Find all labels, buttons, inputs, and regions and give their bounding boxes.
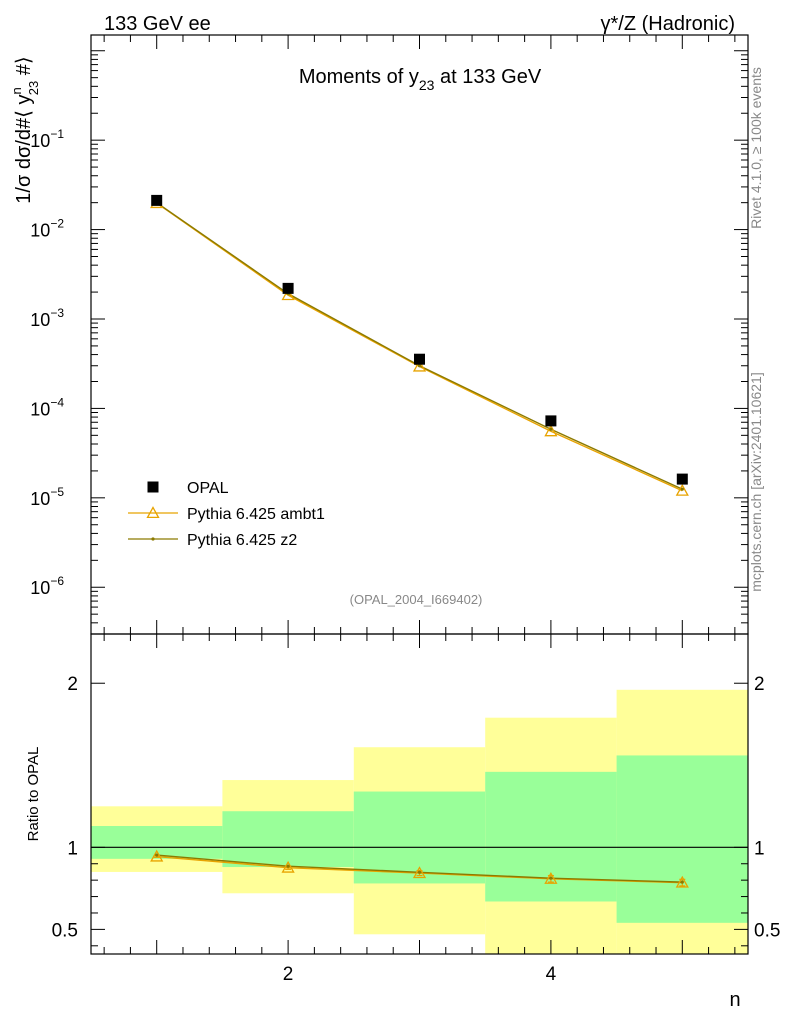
ratio-y-tick-label: 0.5 (52, 920, 78, 941)
y-tick-label: 10−6 (30, 574, 64, 598)
ratio-z2-marker (286, 864, 290, 868)
title-tail: at 133 GeV (434, 66, 541, 88)
ratio-y-axis-label: Ratio to OPAL (25, 747, 42, 842)
ratio-ambt1-marker (544, 872, 558, 884)
opal-marker (282, 282, 294, 294)
z2-line (156, 202, 683, 490)
legend-label: OPAL (187, 480, 229, 497)
legend-z2-marker (151, 537, 155, 541)
ambt1-line (156, 202, 683, 492)
ratio-y-tick-label-right: 1 (754, 838, 765, 859)
ratio-z2-marker (155, 853, 159, 857)
opal-marker (414, 353, 425, 365)
stat-uncertainty-band (91, 826, 223, 859)
stat-uncertainty-band (222, 811, 354, 868)
ambt1-marker (412, 359, 427, 372)
y-tick-label: 10−2 (30, 217, 64, 241)
opal-marker (545, 415, 557, 427)
ylabel-prefix: 1/σ dσ/d#⟨ y (13, 94, 35, 203)
x-tick-label: 4 (546, 964, 557, 985)
stat-uncertainty-band (616, 755, 748, 923)
ambt1-marker (544, 424, 558, 437)
ylabel-sup: n (9, 87, 24, 94)
ylabel-suffix: #⟩ (13, 56, 35, 80)
y-tick-label: 10−4 (30, 395, 64, 419)
ambt1-marker (281, 288, 295, 301)
ratio-ambt1-marker (675, 875, 689, 888)
header-left-label: 133 GeV ee (104, 13, 211, 35)
ratio-ambt1-marker (412, 866, 427, 879)
z2-marker (680, 487, 684, 491)
ratio-ambt1-marker (281, 860, 295, 873)
opal-marker (151, 194, 163, 206)
title-base: Moments of y (299, 66, 419, 88)
opal-marker (676, 473, 688, 485)
ratio-ambt1-marker (150, 849, 164, 862)
z2-marker (417, 364, 422, 368)
legend: OPAL Pythia 6.425 ambt1 Pythia 6.425 z2 (128, 480, 325, 549)
main-title: Moments of y23 at 133 GeV (299, 66, 542, 93)
x-axis-label: n (729, 989, 740, 1011)
watermark: (OPAL_2004_I669402) (350, 592, 483, 607)
y-tick-label: 10−5 (30, 485, 64, 509)
ratio-panel: 0.5 0.5 1 1 2 2 2 4 Ratio to OPAL n (25, 633, 780, 1011)
title-sub: 23 (419, 77, 435, 93)
rivet-label: Rivet 4.1.0, ≥ 100k events (748, 67, 764, 229)
ratio-z2-marker (417, 870, 422, 874)
ratio-y-tick-label-right: 2 (754, 674, 765, 695)
ratio-y-tick-label: 2 (67, 674, 78, 695)
ratio-y-tick-label: 1 (67, 838, 78, 859)
legend-label: Pythia 6.425 ambt1 (187, 506, 325, 523)
x-tick-label: 2 (283, 964, 294, 985)
header-right-label: γ*/Z (Hadronic) (601, 13, 735, 35)
z2-marker (549, 427, 553, 431)
y-tick-label: 10−1 (30, 127, 64, 151)
ratio-frame (90, 633, 749, 955)
ylabel-sub: 23 (26, 81, 41, 95)
ratio-z2-marker (549, 876, 553, 880)
ratio-z2-marker (680, 880, 684, 884)
ambt1-marker (675, 483, 689, 496)
ratio-y-tick-label-right: 0.5 (754, 920, 780, 941)
legend-label: Pythia 6.425 z2 (187, 532, 297, 549)
y-axis-label: 1/σ dσ/d#⟨ yn 23 #⟩ (9, 56, 41, 203)
legend-ambt1-marker (146, 506, 160, 519)
main-panel: 10−6 10−5 10−4 10−3 10−2 10−1 OPAL Pythia 6.42… (9, 34, 749, 635)
legend-opal-marker (147, 481, 159, 493)
y-tick-label: 10−3 (30, 306, 64, 330)
mcplots-label: mcplots.cern.ch [arXiv:2401.10621] (748, 372, 764, 591)
